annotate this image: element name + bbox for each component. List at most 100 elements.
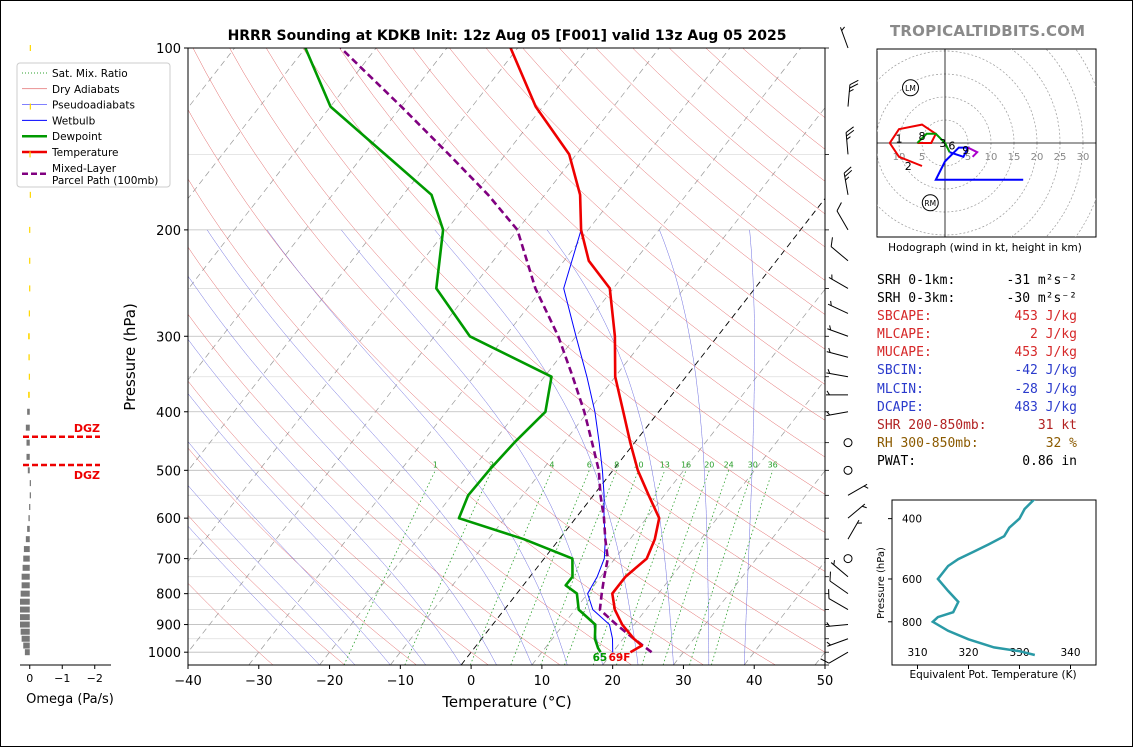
hodograph-ring-label: 30 bbox=[1077, 152, 1090, 163]
storm-motion-label: RM bbox=[924, 199, 936, 208]
omega-axis-label: Omega (Pa/s) bbox=[26, 692, 114, 707]
x-tick-label: 30 bbox=[675, 674, 692, 689]
parameter-row: PWAT: 0.86 in bbox=[877, 453, 1077, 471]
omega-bar bbox=[29, 374, 30, 380]
parameter-value: 2 J/kg bbox=[1030, 326, 1077, 344]
omega-bar bbox=[28, 392, 30, 398]
omega-bar bbox=[29, 504, 30, 510]
x-tick-label: 50 bbox=[817, 674, 834, 689]
omega-bar bbox=[22, 582, 30, 588]
mixing-ratio-label: 1 bbox=[433, 460, 438, 469]
parameter-value: 0.86 in bbox=[1022, 453, 1077, 471]
parameter-label: SBCIN: bbox=[877, 362, 924, 380]
chart-title: HRRR Sounding at KDKB Init: 12z Aug 05 [… bbox=[228, 28, 787, 44]
hodograph-caption: Hodograph (wind in kt, height in km) bbox=[888, 242, 1082, 254]
parameter-value: -31 m²s⁻² bbox=[1007, 272, 1077, 290]
parameter-label: MUCAPE: bbox=[877, 344, 932, 362]
parameter-label: PWAT: bbox=[877, 453, 916, 471]
dgz-label: DGZ bbox=[74, 469, 100, 482]
theta-e-ytick-label: 600 bbox=[902, 574, 922, 586]
omega-bar bbox=[29, 151, 30, 157]
hodograph-height-label: 2 bbox=[905, 160, 912, 173]
omega-bar bbox=[22, 636, 30, 642]
hodograph-height-label: 3 bbox=[939, 137, 946, 150]
hodograph-ring-label: 5 bbox=[919, 152, 925, 163]
mixing-ratio-label: 6 bbox=[587, 460, 592, 469]
omega-bar bbox=[28, 333, 30, 339]
y-tick-label: 500 bbox=[156, 464, 181, 479]
parameter-row: SBCAPE: 453 J/kg bbox=[877, 308, 1077, 326]
parameter-value: 32 % bbox=[1046, 435, 1077, 453]
theta-e-frame bbox=[892, 500, 1096, 665]
y-axis-label: Pressure (hPa) bbox=[121, 303, 139, 411]
parameter-row: SRH 0-3km: -30 m²s⁻² bbox=[877, 290, 1077, 308]
theta-e-ylabel: Pressure (hPa) bbox=[876, 547, 887, 619]
legend-label: Dry Adiabats bbox=[52, 84, 120, 96]
x-tick-label: 20 bbox=[604, 674, 621, 689]
mixing-ratio-label: 24 bbox=[724, 460, 734, 469]
mixing-ratio-label: 8 bbox=[614, 460, 619, 469]
omega-bar bbox=[30, 192, 31, 198]
y-tick-label: 900 bbox=[156, 619, 181, 634]
x-tick-label: 10 bbox=[534, 674, 551, 689]
parameter-row: SRH 0-1km:-31 m²s⁻² bbox=[877, 272, 1077, 290]
mixing-ratio-label: 30 bbox=[748, 460, 758, 469]
parameter-row: DCAPE: 483 J/kg bbox=[877, 399, 1077, 417]
parameter-value: 483 J/kg bbox=[1014, 399, 1077, 417]
x-tick-label: −40 bbox=[174, 674, 201, 689]
parameter-row: SBCIN:-42 J/kg bbox=[877, 362, 1077, 380]
mixing-ratio-label: 16 bbox=[681, 460, 691, 469]
watermark: TROPICALTIDBITS.COM bbox=[890, 22, 1085, 40]
hodograph-height-label: 9 bbox=[962, 144, 969, 157]
omega-bar bbox=[22, 574, 30, 580]
theta-e-ytick-label: 800 bbox=[902, 617, 922, 629]
legend-label: Wetbulb bbox=[52, 115, 96, 127]
omega-bar bbox=[27, 526, 30, 532]
parameter-label: SRH 0-3km: bbox=[877, 290, 955, 308]
omega-bar bbox=[20, 622, 30, 628]
parameter-label: SHR 200-850mb: bbox=[877, 417, 987, 435]
theta-e-ytick-label: 400 bbox=[902, 514, 922, 526]
parameter-label: RH 300-850mb: bbox=[877, 435, 979, 453]
omega-bar bbox=[26, 425, 30, 431]
omega-bar bbox=[23, 556, 30, 562]
omega-bar bbox=[25, 649, 30, 655]
parameter-label: MLCAPE: bbox=[877, 326, 932, 344]
hodograph-ring-label: 20 bbox=[1031, 152, 1044, 163]
omega-bar bbox=[30, 45, 31, 51]
omega-bar bbox=[30, 104, 31, 110]
surface-temperature-label: 69F bbox=[609, 652, 631, 664]
hodograph-ring-label: 10 bbox=[985, 152, 998, 163]
y-tick-label: 700 bbox=[156, 553, 181, 568]
x-tick-label: −20 bbox=[316, 674, 343, 689]
omega-bar bbox=[29, 258, 30, 264]
omega-bar bbox=[28, 515, 29, 521]
y-tick-label: 200 bbox=[156, 224, 181, 239]
parameter-label: SBCAPE: bbox=[877, 308, 932, 326]
omega-bar bbox=[24, 546, 30, 552]
parameter-row: MLCIN:-28 J/kg bbox=[877, 381, 1077, 399]
omega-tick-label: −2 bbox=[87, 672, 103, 685]
omega-bar bbox=[27, 454, 30, 460]
y-tick-label: 100 bbox=[156, 42, 181, 57]
omega-bar bbox=[30, 480, 31, 486]
y-tick-label: 600 bbox=[156, 512, 181, 527]
parameter-value: 453 J/kg bbox=[1014, 308, 1077, 326]
parameter-value: 453 J/kg bbox=[1014, 344, 1077, 362]
x-axis-label: Temperature (°C) bbox=[441, 693, 571, 711]
y-tick-label: 800 bbox=[156, 588, 181, 603]
theta-e-xtick-label: 340 bbox=[1060, 647, 1080, 659]
theta-e-xtick-label: 320 bbox=[958, 647, 978, 659]
hodograph-height-label: 8 bbox=[919, 130, 926, 143]
parameter-label: DCAPE: bbox=[877, 399, 924, 417]
parameter-value: -30 m²s⁻² bbox=[1007, 290, 1077, 308]
mixing-ratio-label: 20 bbox=[704, 460, 714, 469]
surface-dewpoint-label: 65 bbox=[593, 652, 608, 664]
x-tick-label: −30 bbox=[245, 674, 272, 689]
legend-label: Pseudoadiabats bbox=[52, 100, 135, 112]
parameter-row: SHR 200-850mb:31 kt bbox=[877, 417, 1077, 435]
omega-bar bbox=[21, 629, 30, 635]
